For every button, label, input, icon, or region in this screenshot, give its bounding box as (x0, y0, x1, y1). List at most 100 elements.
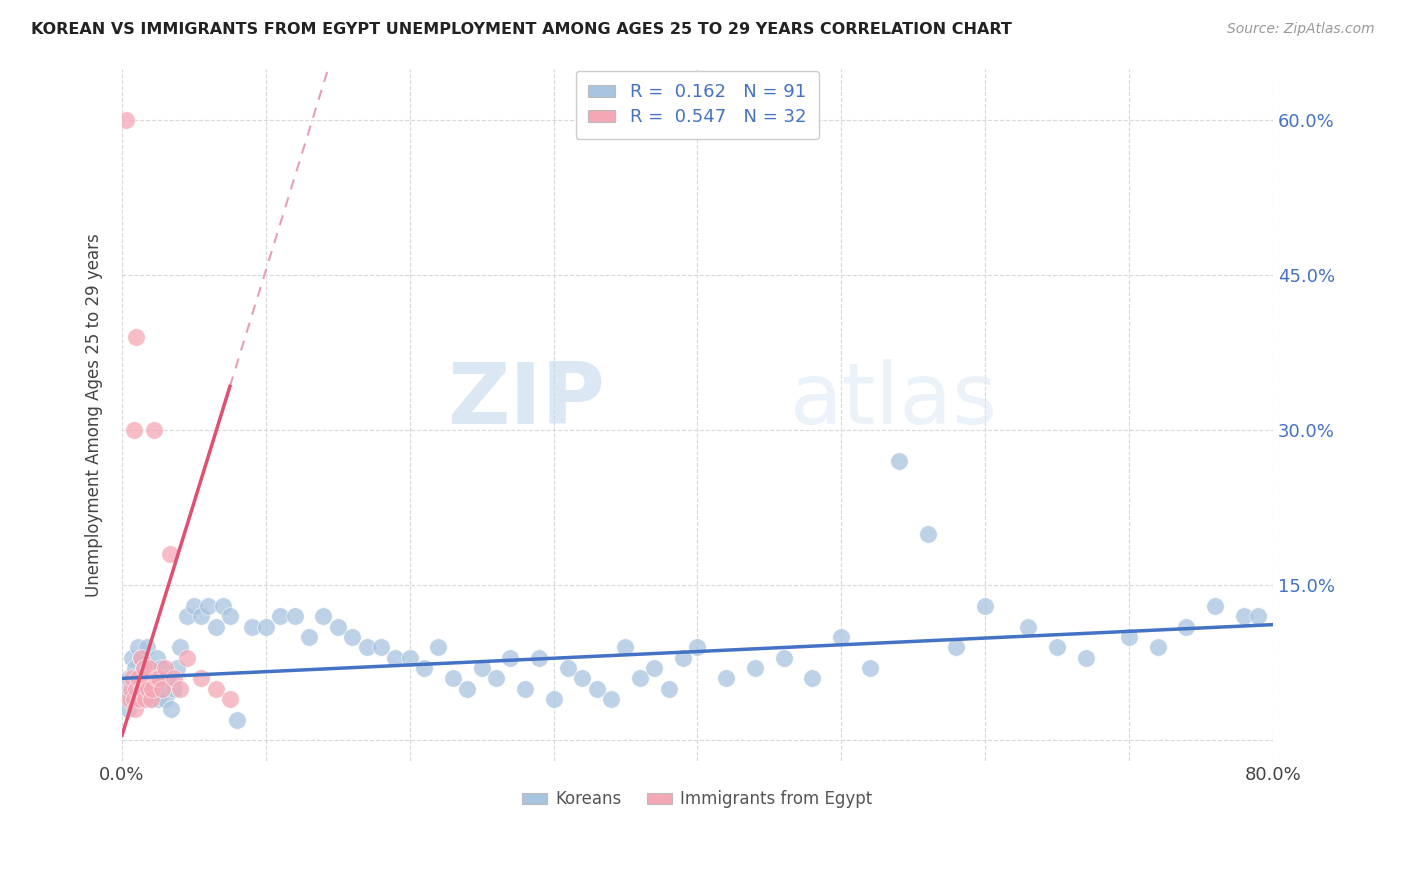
Point (115, 113, 138, 128)
Point (145, 672, 167, 686)
Point (441, 672, 464, 686)
Point (1074, 650, 1097, 665)
Point (801, 672, 824, 686)
Point (120, 692, 142, 706)
Y-axis label: Unemployment Among Ages 25 to 29 years: Unemployment Among Ages 25 to 29 years (86, 233, 103, 597)
Point (120, 681, 142, 696)
Point (138, 681, 160, 696)
Point (183, 599, 205, 613)
Point (141, 681, 163, 696)
Point (585, 681, 607, 696)
Point (284, 609, 307, 624)
Point (121, 650, 143, 665)
Point (132, 661, 155, 675)
Point (298, 630, 321, 644)
Point (714, 672, 737, 686)
Point (117, 702, 139, 716)
Point (134, 692, 156, 706)
Point (643, 661, 665, 675)
Point (135, 640, 157, 655)
Point (121, 672, 143, 686)
Point (148, 672, 170, 686)
Point (269, 609, 291, 624)
Point (163, 672, 186, 686)
Point (686, 640, 709, 655)
Point (427, 640, 450, 655)
Point (974, 599, 997, 613)
Point (125, 692, 148, 706)
Point (134, 692, 156, 706)
Point (413, 661, 436, 675)
Point (127, 672, 149, 686)
Point (485, 672, 508, 686)
Point (600, 692, 623, 706)
Point (1046, 640, 1069, 655)
Point (543, 692, 565, 706)
Point (132, 661, 155, 675)
Point (176, 609, 198, 624)
Point (169, 681, 191, 696)
Point (146, 692, 169, 706)
Point (190, 672, 212, 686)
Point (658, 681, 681, 696)
Point (125, 330, 148, 344)
Point (135, 672, 157, 686)
Point (830, 630, 852, 644)
Point (122, 423, 145, 437)
Point (744, 661, 766, 675)
Point (150, 681, 173, 696)
Point (166, 661, 188, 675)
Point (356, 640, 378, 655)
Point (204, 620, 226, 634)
Point (142, 672, 165, 686)
Point (143, 681, 166, 696)
Point (499, 650, 522, 665)
Point (1017, 620, 1039, 634)
Point (118, 692, 141, 706)
Point (945, 640, 967, 655)
Point (226, 713, 249, 727)
Point (122, 681, 145, 696)
Point (340, 630, 363, 644)
Point (456, 681, 478, 696)
Point (1247, 609, 1270, 624)
Point (190, 609, 212, 624)
Point (628, 672, 651, 686)
Legend: Koreans, Immigrants from Egypt: Koreans, Immigrants from Egypt (516, 784, 879, 815)
Point (1233, 609, 1256, 624)
Point (197, 599, 219, 613)
Point (204, 681, 226, 696)
Point (527, 650, 550, 665)
Point (1175, 620, 1198, 634)
Point (136, 681, 159, 696)
Point (124, 661, 146, 675)
Point (859, 661, 882, 675)
Point (326, 620, 349, 634)
Point (370, 640, 392, 655)
Point (672, 650, 695, 665)
Point (513, 681, 536, 696)
Text: ZIP: ZIP (447, 359, 606, 442)
Point (384, 650, 406, 665)
Point (139, 692, 162, 706)
Point (148, 672, 170, 686)
Point (118, 672, 141, 686)
Point (149, 661, 172, 675)
Point (772, 650, 794, 665)
Point (141, 692, 163, 706)
Point (219, 692, 242, 706)
Point (557, 661, 579, 675)
Point (124, 702, 146, 716)
Point (129, 650, 152, 665)
Point (139, 661, 162, 675)
Point (254, 620, 277, 634)
Point (122, 692, 145, 706)
Point (398, 650, 420, 665)
Point (129, 650, 152, 665)
Point (219, 609, 242, 624)
Point (1118, 630, 1140, 644)
Point (114, 681, 136, 696)
Point (138, 661, 160, 675)
Point (131, 681, 153, 696)
Text: Source: ZipAtlas.com: Source: ZipAtlas.com (1227, 22, 1375, 37)
